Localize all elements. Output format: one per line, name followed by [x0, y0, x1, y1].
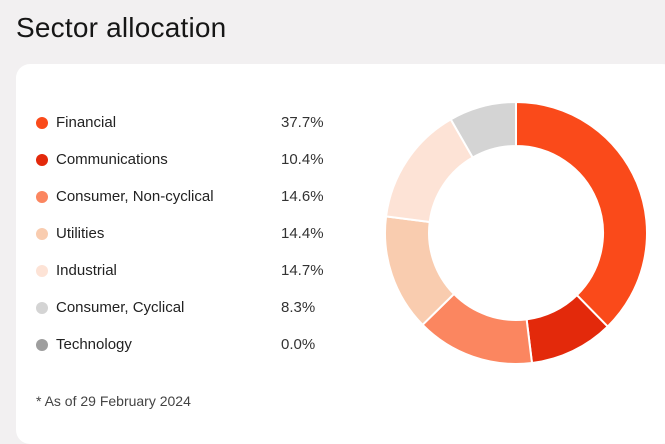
legend-item: Communications 10.4%: [36, 148, 336, 185]
chart-legend: Financial 37.7% Communications 10.4% Consume…: [36, 111, 336, 370]
legend-percentage: 14.6%: [281, 188, 324, 205]
legend-label: Financial: [56, 114, 117, 131]
donut-slice-consumer-cyclical[interactable]: [449, 102, 517, 159]
legend-label: Utilities: [56, 225, 105, 242]
legend-swatch: [36, 228, 48, 240]
legend-swatch: [36, 265, 48, 277]
legend-swatch: [36, 154, 48, 166]
legend-swatch: [36, 191, 48, 203]
donut-slice-financial[interactable]: [515, 102, 648, 328]
legend-percentage: 10.4%: [281, 151, 324, 168]
legend-percentage: 8.3%: [281, 299, 316, 316]
legend-label: Communications: [56, 151, 168, 168]
legend-label: Technology: [56, 336, 132, 353]
legend-swatch: [36, 302, 48, 314]
page-title: Sector allocation: [16, 12, 227, 43]
legend-label: Consumer, Non-cyclical: [56, 188, 214, 205]
legend-item: Consumer, Cyclical 8.3%: [36, 296, 336, 333]
as-of-note: * As of 29 February 2024: [36, 393, 191, 409]
legend-item: Financial 37.7%: [36, 111, 336, 148]
legend-item: Utilities 14.4%: [36, 222, 336, 259]
legend-item: Consumer, Non-cyclical 14.6%: [36, 185, 336, 222]
legend-item: Technology 0.0%: [36, 333, 336, 370]
legend-item: Industrial 14.7%: [36, 259, 336, 296]
legend-percentage: 37.7%: [281, 114, 324, 131]
legend-percentage: 14.4%: [281, 225, 324, 242]
legend-percentage: 14.7%: [281, 262, 324, 279]
legend-swatch: [36, 117, 48, 129]
legend-label: Consumer, Cyclical: [56, 299, 185, 316]
legend-percentage: 0.0%: [281, 336, 316, 353]
donut-chart: [384, 102, 648, 364]
legend-swatch: [36, 339, 48, 351]
legend-label: Industrial: [56, 262, 117, 279]
